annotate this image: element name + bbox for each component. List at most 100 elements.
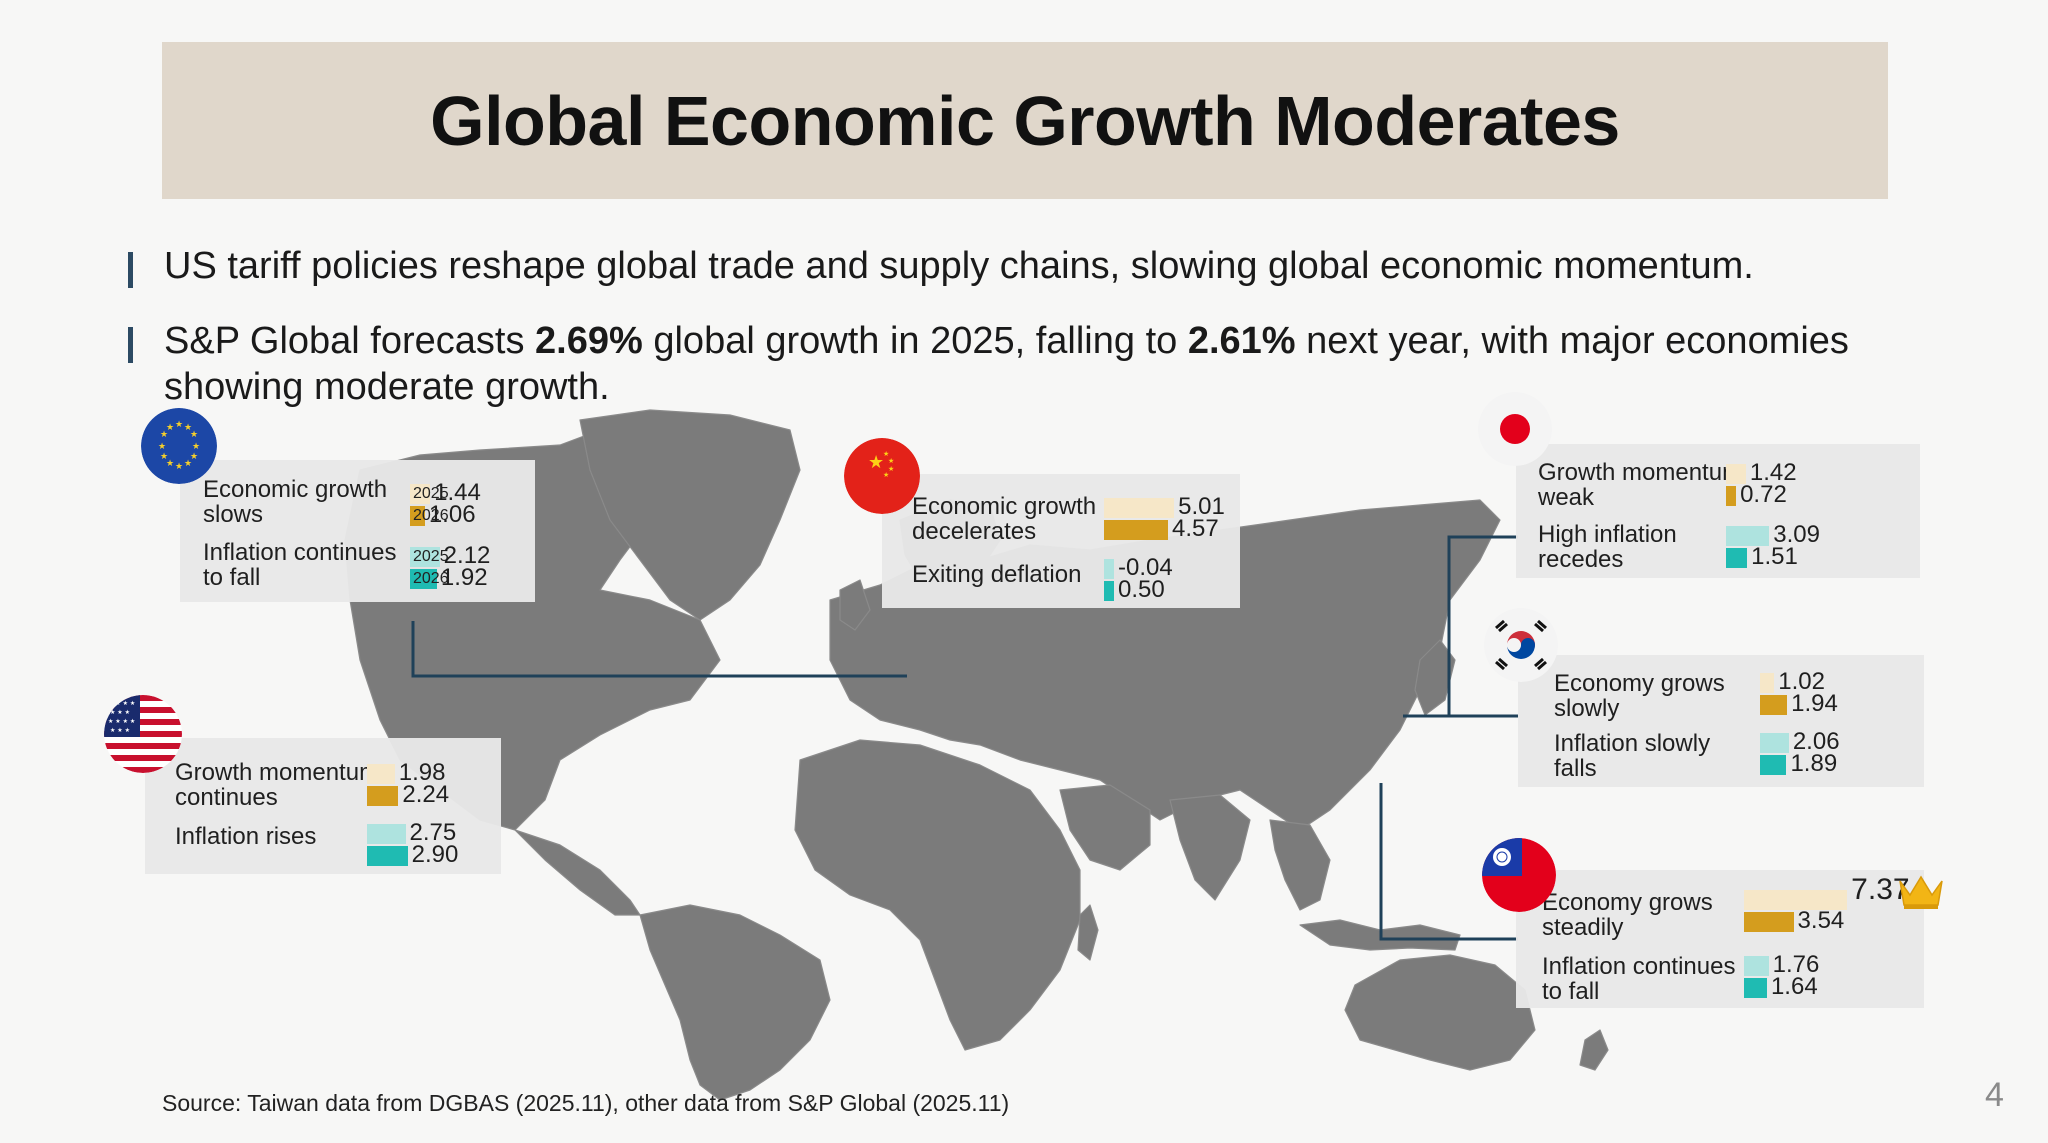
- svg-text:★ ★ ★: ★ ★ ★: [110, 709, 130, 716]
- china-flag: ★ ★ ★ ★ ★: [844, 438, 920, 514]
- growth-2026-highlight: 2.61%: [1187, 320, 1296, 362]
- bullet-text: US tariff policies reshape global trade …: [164, 245, 1754, 287]
- taiwan-flag: [1482, 838, 1556, 912]
- svg-text:★: ★: [190, 430, 198, 440]
- arabia-landmass: [1059, 784, 1151, 871]
- jp-data-panel: Growth momentum weak High inflation reced…: [1516, 444, 1920, 578]
- growth-label: Economy grows slowly: [1554, 670, 1725, 722]
- growth-label: Economic growth decelerates: [912, 493, 1097, 545]
- inflation-value-2025: 2.06: [1792, 728, 1840, 755]
- crown-icon: [1899, 875, 1943, 909]
- svg-text:★: ★: [160, 452, 168, 462]
- year-label: 2025: [413, 548, 449, 565]
- madagascar-landmass: [1077, 904, 1099, 961]
- svg-text:★: ★: [184, 459, 192, 469]
- inflation-value-2025: -0.04: [1118, 554, 1173, 581]
- growth-bar-2025: [367, 764, 395, 784]
- title-banner: Global Economic Growth Moderates: [162, 42, 1888, 199]
- svg-text:★: ★: [160, 430, 168, 440]
- inflation-value-2026: 1.89: [1790, 750, 1838, 777]
- svg-text:★: ★: [175, 462, 183, 472]
- growth-label: Growth momentum weak: [1538, 459, 1743, 511]
- inflation-bar-2026: [1760, 755, 1787, 775]
- growth-label: Growth momentum continues: [175, 759, 380, 811]
- inflation-value-2026: 0.50: [1118, 576, 1165, 603]
- growth-value-2025: 5.01: [1178, 493, 1225, 520]
- south-america-landmass: [639, 904, 831, 1101]
- source-note: Source: Taiwan data from DGBAS (2025.11)…: [162, 1090, 1010, 1116]
- svg-text:★ ★ ★: ★ ★ ★: [110, 727, 130, 734]
- growth-value-2025: 7.37: [1851, 873, 1910, 906]
- inflation-label: Inflation rises: [175, 823, 317, 850]
- inflation-label: Exiting deflation: [912, 561, 1082, 588]
- svg-text:★: ★: [166, 459, 174, 469]
- growth-value-2025: 1.98: [398, 759, 446, 786]
- inflation-bar-2026: [1726, 548, 1748, 568]
- svg-text:★: ★: [158, 442, 166, 452]
- tw-data-panel: Economy grows steadily Inflation continue…: [1516, 870, 1924, 1008]
- inflation-bar-2025: [1726, 526, 1770, 546]
- inflation-bar-2026: [1744, 978, 1767, 998]
- growth-label: Economy grows steadily: [1542, 889, 1713, 941]
- year-label: 2026: [413, 507, 449, 524]
- southeast-asia-landmass: [1269, 819, 1331, 911]
- growth-value-2026: 1.94: [1791, 690, 1838, 717]
- svg-text:★: ★: [883, 471, 889, 479]
- bullet-marker: [128, 327, 133, 363]
- central-america-landmass: [514, 829, 641, 916]
- growth-value-2026: 0.72: [1740, 481, 1787, 508]
- svg-text:★: ★: [184, 423, 192, 433]
- cn-data-panel: Economic growth decelerates Exiting defla…: [882, 474, 1240, 608]
- us-data-panel: Growth momentum continues Inflation rises…: [145, 738, 501, 874]
- japan-flag: [1478, 392, 1552, 466]
- growth-bar-2026: [1760, 695, 1788, 715]
- svg-text:★: ★: [888, 457, 894, 465]
- inflation-bar-2025: [367, 824, 406, 844]
- growth-value-2026: 4.57: [1171, 515, 1219, 542]
- inflation-label: Inflation continues to fall: [1542, 953, 1736, 1005]
- greenland-landmass: [579, 409, 801, 621]
- growth-bar-2026: [1744, 912, 1794, 932]
- bullet-marker: [128, 252, 133, 288]
- inflation-label: Inflation slowly falls: [1554, 730, 1711, 782]
- korea-flag: [1484, 608, 1558, 682]
- inflation-value-2026: 2.90: [411, 841, 459, 868]
- inflation-label: Inflation continues to fall: [203, 539, 397, 591]
- slide-title: Global Economic Growth Moderates: [430, 81, 1620, 160]
- africa-landmass: [794, 739, 1081, 1051]
- growth-bar-2026: [1104, 520, 1168, 540]
- inflation-bar-2025: [1104, 559, 1114, 579]
- inflation-value-2026: 1.92: [440, 564, 488, 591]
- india-landmass: [1169, 794, 1251, 901]
- new-zealand-landmass: [1579, 1029, 1609, 1071]
- growth-bar-2025: [410, 484, 431, 504]
- eu-data-panel: Economic growth slows Inflation continues…: [180, 460, 535, 602]
- inflation-bar-2026: [1104, 581, 1114, 601]
- growth-value-2026: 1.06: [428, 501, 476, 528]
- growth-bar-2026: [410, 506, 425, 526]
- inflation-value-2025: 2.75: [409, 819, 457, 846]
- inflation-value-2025: 3.09: [1773, 521, 1820, 548]
- inflation-value-2025: 2.12: [443, 542, 491, 569]
- bullet-text: S&P Global forecasts 2.69% global growth…: [164, 320, 1849, 408]
- svg-text:★ ★ ★ ★: ★ ★ ★ ★: [108, 700, 135, 707]
- kr-data-panel: Economy grows slowly Inflation slowly fal…: [1518, 655, 1924, 787]
- svg-text:★ ★ ★ ★: ★ ★ ★ ★: [108, 718, 135, 725]
- page-number: 4: [1985, 1076, 2004, 1114]
- growth-bar-2025: [1744, 890, 1848, 910]
- japan-landmass: [1414, 639, 1456, 716]
- uk-landmass: [839, 579, 871, 631]
- growth-value-2025: 1.44: [434, 479, 481, 506]
- growth-bar-2025: [1726, 464, 1746, 484]
- inflation-bar-2025: [1760, 733, 1789, 753]
- growth-value-2026: 2.24: [402, 781, 450, 808]
- inflation-bar-2026: [410, 569, 437, 589]
- inflation-value-2026: 1.64: [1770, 973, 1818, 1000]
- bullet-point: S&P Global forecasts 2.69% global growth…: [128, 318, 1918, 410]
- svg-text:★: ★: [175, 420, 183, 430]
- growth-bar-2026: [1726, 486, 1737, 506]
- inflation-value-2025: 1.76: [1772, 951, 1820, 978]
- bullet-point: US tariff policies reshape global trade …: [128, 243, 1918, 289]
- svg-text:★: ★: [192, 442, 200, 452]
- us-flag: ★ ★ ★ ★ ★ ★ ★ ★ ★ ★ ★ ★ ★ ★: [104, 695, 182, 773]
